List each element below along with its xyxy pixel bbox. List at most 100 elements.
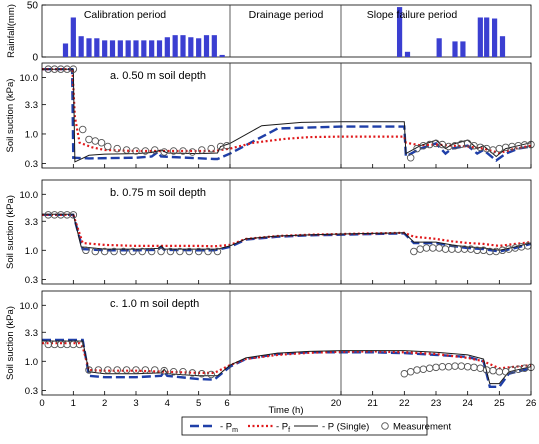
- measurement-point: [495, 368, 504, 376]
- rainfall-bar: [211, 35, 217, 57]
- rainfall-bar: [102, 40, 108, 57]
- measurement-point: [463, 139, 472, 148]
- measurement-point: [141, 147, 150, 155]
- y-tick-label: 1.0: [25, 246, 38, 257]
- rainfall-bar: [172, 35, 178, 57]
- measurement-point: [176, 247, 184, 256]
- measurement-point: [194, 247, 203, 256]
- rainfall-bar: [125, 40, 131, 57]
- rainfall-ylabel: Rainfall(mm): [6, 4, 17, 58]
- x-tick-label: 6: [224, 398, 229, 409]
- y-tick-label: 50: [27, 1, 39, 12]
- x-tick-label: 21: [367, 398, 378, 409]
- x-axis-label: Time (h): [268, 405, 303, 416]
- measurement-point: [122, 366, 131, 374]
- rainfall-bar: [94, 38, 100, 57]
- measurement-point: [416, 245, 424, 253]
- measurement-point: [157, 247, 165, 256]
- rainfall-frame: [41, 4, 532, 58]
- measurement-point: [141, 366, 150, 374]
- measurement-point: [69, 65, 78, 73]
- measurement-point: [100, 247, 109, 256]
- measurement-point: [198, 369, 206, 378]
- x-tick-label: 20: [331, 398, 342, 409]
- measurement-point: [94, 366, 103, 374]
- rainfall-bar: [203, 35, 210, 57]
- rainfall-bar: [436, 38, 442, 57]
- measurement-point: [179, 368, 187, 376]
- measurement-point: [138, 247, 147, 256]
- measurement-point: [454, 245, 462, 253]
- measurement-point: [91, 247, 100, 256]
- rainfall-bar: [219, 54, 225, 57]
- y-tick-label: 10.0: [20, 73, 39, 84]
- x-tick-label: 24: [462, 398, 473, 409]
- measurement-point: [441, 245, 450, 253]
- x-tick-label: 2: [102, 398, 107, 409]
- measurement-point: [147, 247, 156, 256]
- series-single-line: [42, 68, 532, 163]
- rainfall-bar: [477, 17, 483, 57]
- rainfall-bar: [86, 38, 92, 57]
- rainfall-bar: [404, 51, 411, 57]
- suction-panel-depth-050: 0.3 1.0 3.3 10.0 a. 0.50 m soil depth Soil su…: [5, 62, 535, 170]
- measurement-point: [113, 366, 121, 374]
- measurement-point: [188, 369, 197, 377]
- measurement-point: [419, 365, 428, 374]
- measurement-point: [151, 146, 159, 154]
- measurement-point: [169, 147, 178, 155]
- measurement-point: [457, 362, 466, 370]
- suction-panel-depth-100: 0.3 1.0 3.3 10.0 c. 1.0 m soil depth Soil suc…: [5, 290, 535, 397]
- panel-frame: [41, 179, 532, 285]
- x-tick-label: 0: [39, 398, 44, 409]
- measurement-point: [413, 366, 421, 374]
- measurement-point: [400, 369, 409, 378]
- measurement-point: [438, 362, 447, 371]
- measurement-point: [104, 366, 112, 374]
- measurement-point: [429, 244, 437, 252]
- measurement-point: [85, 366, 93, 374]
- measurement-point: [132, 147, 140, 155]
- x-tick-label: 22: [399, 398, 410, 409]
- rainfall-bar: [133, 40, 139, 57]
- rainfall-bar: [141, 40, 147, 57]
- measurement-point: [501, 368, 510, 376]
- legend: - Pm - Pf - P (Single) Measurement: [181, 416, 451, 436]
- x-tick-label: 1: [71, 398, 76, 409]
- measurement-point: [470, 363, 478, 372]
- x-tick-label: 3: [133, 398, 138, 409]
- x-tick-label: 25: [494, 398, 505, 409]
- measurement-point: [435, 244, 443, 252]
- measurement-point: [425, 364, 434, 373]
- rainfall-bar: [70, 17, 76, 57]
- measurement-point: [132, 366, 140, 374]
- panel-ylabel: Soil suction (kPa): [5, 195, 16, 269]
- measurement-point: [69, 211, 78, 219]
- panel-ylabel: Soil suction (kPa): [5, 306, 16, 380]
- measurement-point: [501, 143, 510, 152]
- series-pf-line: [42, 68, 532, 155]
- y-tick-label: 0: [32, 53, 38, 64]
- series-pm-line: [42, 338, 532, 388]
- measurement-point: [406, 368, 415, 376]
- rainfall-bar: [484, 17, 490, 57]
- x-tick-label: 23: [431, 398, 442, 409]
- measurement-point: [444, 362, 453, 371]
- rainfall-bar: [491, 18, 498, 57]
- rainfall-bar: [156, 40, 163, 57]
- measurement-point: [451, 362, 459, 370]
- legend-label-pf: - Pf: [276, 422, 290, 435]
- rainfall-bar: [164, 37, 170, 57]
- panel-ylabel: Soil suction (kPa): [5, 79, 16, 153]
- series-single-line: [42, 213, 532, 251]
- rainfall-bar: [117, 40, 123, 57]
- x-tick-label: 5: [196, 398, 201, 409]
- x-tick-label: 26: [526, 398, 537, 409]
- y-tick-label: 3.3: [25, 328, 38, 339]
- measurement-point: [198, 146, 206, 154]
- measurement-point: [82, 246, 90, 255]
- measurement-point: [406, 153, 415, 162]
- legend-swatch-measurement: [381, 422, 389, 430]
